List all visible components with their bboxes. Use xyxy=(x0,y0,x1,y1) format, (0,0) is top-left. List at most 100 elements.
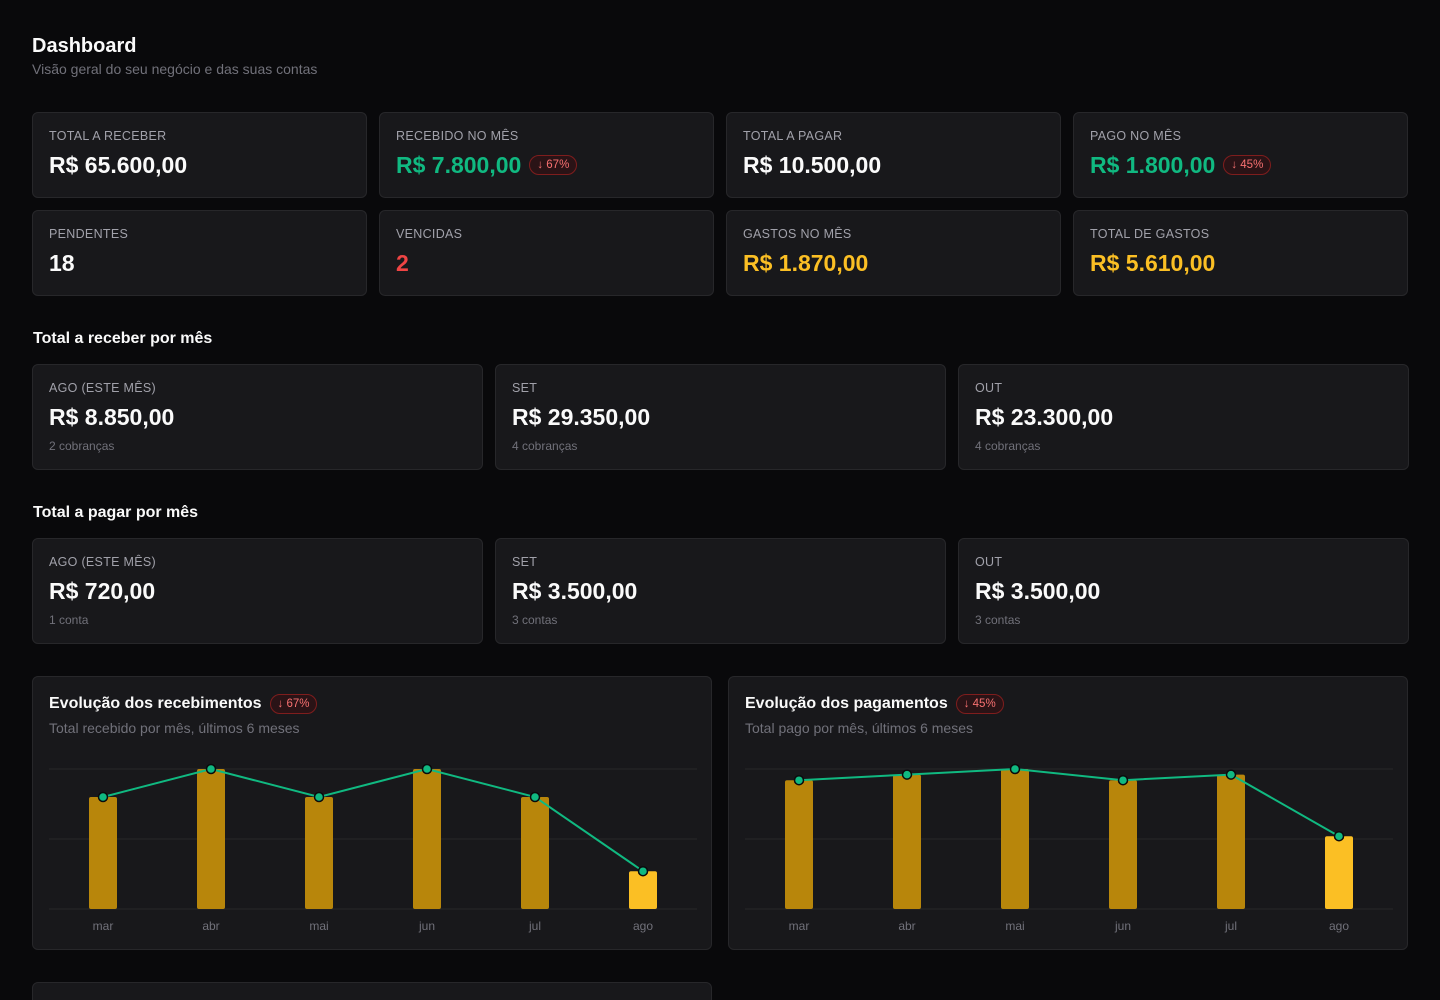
stat-card-total-a-receber[interactable]: TOTAL A RECEBER R$ 65.600,00 xyxy=(32,112,367,198)
chart-bar xyxy=(89,797,117,909)
chart-bar xyxy=(1217,774,1245,909)
stat-card-pendentes[interactable]: PENDENTES 18 xyxy=(32,210,367,296)
x-tick-label: abr xyxy=(898,919,915,933)
month-count: 2 cobranças xyxy=(49,439,115,453)
chart-point xyxy=(1225,769,1237,780)
month-count: 4 cobranças xyxy=(512,439,578,453)
chart-line xyxy=(102,767,644,873)
chart-point xyxy=(421,763,433,775)
month-value: R$ 29.350,00 xyxy=(512,404,651,430)
stat-card-total-de-gastos[interactable]: TOTAL DE GASTOS R$ 5.610,00 xyxy=(1073,210,1408,296)
receivable-month-card[interactable]: OUT R$ 23.300,00 4 cobranças xyxy=(958,364,1409,470)
receivable-month-card[interactable]: SET R$ 29.350,00 4 cobranças xyxy=(495,364,946,470)
stat-value: R$ 65.600,00 xyxy=(49,152,188,178)
chart-recebimentos: mar abr mai jun jul ago xyxy=(49,763,697,933)
stat-label: TOTAL DE GASTOS xyxy=(1090,227,1210,241)
trend-badge: ↓ 45% xyxy=(1223,155,1272,175)
stat-value: R$ 10.500,00 xyxy=(743,152,882,178)
chart-subtitle: Total recebido por mês, últimos 6 meses xyxy=(49,720,300,736)
month-value: R$ 3.500,00 xyxy=(975,578,1101,604)
month-value: R$ 8.850,00 xyxy=(49,404,175,430)
chart-pagamentos: mar abr mai jun jul ago xyxy=(745,763,1393,933)
month-label: AGO (ESTE MÊS) xyxy=(49,555,156,569)
chart-card-recebimentos: Evolução dos recebimentos ↓ 67% Total re… xyxy=(32,676,712,950)
x-tick-label: mar xyxy=(93,919,114,933)
month-count: 3 contas xyxy=(512,613,558,627)
month-value: R$ 3.500,00 xyxy=(512,578,638,604)
chart-point xyxy=(901,769,913,780)
month-count: 4 cobranças xyxy=(975,439,1041,453)
stat-card-recebido-no-mes[interactable]: RECEBIDO NO MÊS R$ 7.800,00 ↓ 67% xyxy=(379,112,714,198)
stat-label: PENDENTES xyxy=(49,227,129,241)
chart-point xyxy=(1009,763,1021,775)
chart-point xyxy=(529,791,541,803)
payables-grid: AGO (ESTE MÊS) R$ 720,00 1 conta SET R$ … xyxy=(32,538,1409,644)
section-title-payables: Total a pagar por mês xyxy=(33,504,199,521)
chart-point xyxy=(793,774,805,786)
x-tick-label: ago xyxy=(633,919,653,933)
stat-label: TOTAL A RECEBER xyxy=(49,129,167,143)
chart-bar xyxy=(413,769,441,909)
chart-bar xyxy=(305,797,333,909)
page-title: Dashboard xyxy=(32,35,137,57)
chart-point xyxy=(1117,774,1129,786)
month-label: SET xyxy=(512,555,538,569)
x-tick-label: jul xyxy=(528,919,541,933)
stat-value: R$ 5.610,00 xyxy=(1090,250,1216,276)
section-title-receivables: Total a receber por mês xyxy=(33,330,213,347)
chart-point xyxy=(97,791,109,803)
payable-month-card[interactable]: AGO (ESTE MÊS) R$ 720,00 1 conta xyxy=(32,538,483,644)
stat-value: 2 xyxy=(396,250,409,276)
stat-value: R$ 1.800,00 xyxy=(1090,152,1216,178)
chart-bar xyxy=(785,780,813,909)
chart-bar xyxy=(521,797,549,909)
month-label: AGO (ESTE MÊS) xyxy=(49,381,156,395)
stat-value: R$ 7.800,00 xyxy=(396,152,522,178)
stat-card-vencidas[interactable]: VENCIDAS 2 xyxy=(379,210,714,296)
x-tick-label: jun xyxy=(418,919,435,933)
x-tick-label: mai xyxy=(309,919,328,933)
page-subtitle: Visão geral do seu negócio e das suas co… xyxy=(32,61,318,77)
receivable-month-card[interactable]: AGO (ESTE MÊS) R$ 8.850,00 2 cobranças xyxy=(32,364,483,470)
bottom-card xyxy=(32,982,712,1000)
month-count: 1 conta xyxy=(49,613,89,627)
x-tick-label: abr xyxy=(202,919,219,933)
month-value: R$ 720,00 xyxy=(49,578,156,604)
month-label: OUT xyxy=(975,381,1003,395)
x-tick-label: jun xyxy=(1114,919,1131,933)
month-label: SET xyxy=(512,381,538,395)
month-label: OUT xyxy=(975,555,1003,569)
stat-label: RECEBIDO NO MÊS xyxy=(396,129,519,143)
stats-grid: TOTAL A RECEBER R$ 65.600,00 RECEBIDO NO… xyxy=(32,112,1408,296)
chart-title: Evolução dos pagamentos xyxy=(745,695,948,712)
trend-badge: ↓ 45% xyxy=(955,694,1004,714)
stat-label: PAGO NO MÊS xyxy=(1090,129,1182,143)
month-value: R$ 23.300,00 xyxy=(975,404,1114,430)
x-tick-label: ago xyxy=(1329,919,1349,933)
chart-bar xyxy=(1109,780,1137,909)
chart-bar xyxy=(1001,769,1029,909)
trend-badge: ↓ 67% xyxy=(269,694,318,714)
chart-card-pagamentos: Evolução dos pagamentos ↓ 45% Total pago… xyxy=(728,676,1408,950)
chart-subtitle: Total pago por mês, últimos 6 meses xyxy=(745,720,973,736)
stat-label: TOTAL A PAGAR xyxy=(743,129,843,143)
chart-bar xyxy=(629,871,657,909)
stat-card-gastos-no-mes[interactable]: GASTOS NO MÊS R$ 1.870,00 xyxy=(726,210,1061,296)
chart-line xyxy=(798,767,1340,838)
chart-bar xyxy=(893,774,921,909)
chart-point xyxy=(313,791,325,803)
x-tick-label: mar xyxy=(789,919,810,933)
payable-month-card[interactable]: OUT R$ 3.500,00 3 contas xyxy=(958,538,1409,644)
page-header: Dashboard Visão geral do seu negócio e d… xyxy=(32,33,317,77)
trend-badge: ↓ 67% xyxy=(529,155,578,175)
chart-bar xyxy=(197,769,225,909)
chart-title: Evolução dos recebimentos xyxy=(49,695,262,712)
x-tick-label: mai xyxy=(1005,919,1024,933)
x-tick-label: jul xyxy=(1224,919,1237,933)
stat-card-pago-no-mes[interactable]: PAGO NO MÊS R$ 1.800,00 ↓ 45% xyxy=(1073,112,1408,198)
receivables-grid: AGO (ESTE MÊS) R$ 8.850,00 2 cobranças S… xyxy=(32,364,1409,470)
payable-month-card[interactable]: SET R$ 3.500,00 3 contas xyxy=(495,538,946,644)
stat-card-total-a-pagar[interactable]: TOTAL A PAGAR R$ 10.500,00 xyxy=(726,112,1061,198)
chart-point xyxy=(205,763,217,775)
stat-value: R$ 1.870,00 xyxy=(743,250,869,276)
